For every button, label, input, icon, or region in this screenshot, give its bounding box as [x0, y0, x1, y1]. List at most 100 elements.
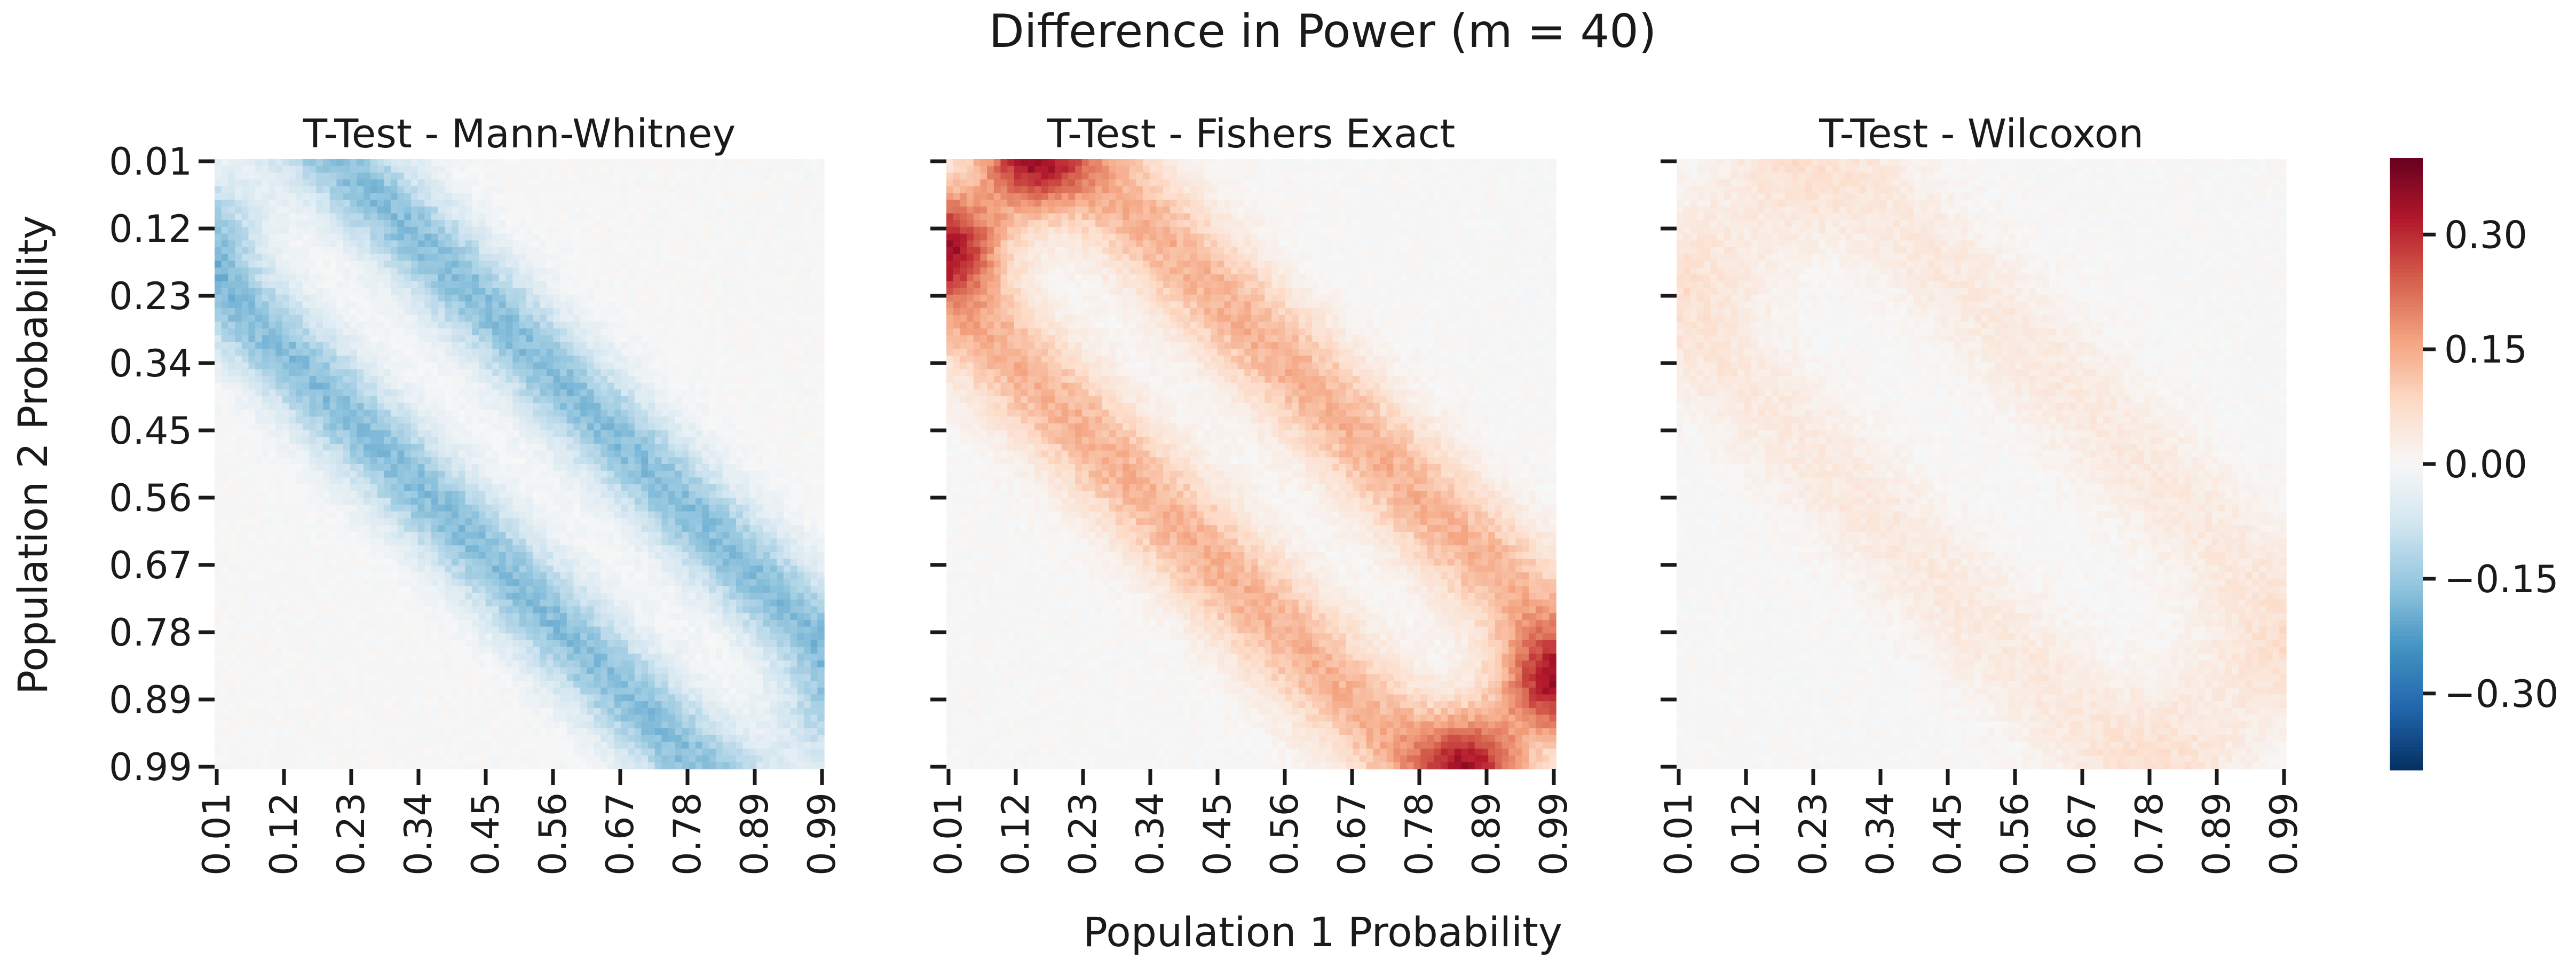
heatmap-cell — [661, 457, 668, 464]
heatmap-cell — [492, 295, 499, 302]
heatmap-cell — [567, 301, 574, 308]
heatmap-cell — [499, 274, 506, 281]
heatmap-cell — [343, 281, 350, 288]
heatmap-cell — [465, 430, 472, 437]
heatmap-cell — [709, 234, 716, 241]
heatmap-cell — [377, 389, 384, 396]
heatmap-cell — [607, 505, 614, 512]
heatmap-cell — [310, 363, 317, 369]
heatmap-cell — [459, 518, 465, 525]
heatmap-cell — [228, 403, 235, 410]
heatmap-cell — [364, 295, 370, 302]
heatmap-cell — [228, 369, 235, 376]
heatmap-cell — [336, 159, 343, 166]
heatmap-cell — [777, 207, 784, 214]
heatmap-cell — [574, 328, 581, 335]
heatmap-cell — [661, 389, 668, 396]
heatmap-cell — [296, 315, 303, 322]
heatmap-cell — [519, 295, 526, 302]
heatmap-cell — [391, 159, 398, 166]
heatmap-cell — [614, 301, 621, 308]
heatmap-cell — [235, 416, 242, 423]
heatmap-cell — [512, 525, 519, 532]
heatmap-cell — [811, 349, 818, 356]
heatmap-cell — [696, 207, 702, 214]
heatmap-cell — [499, 518, 506, 525]
heatmap-cell — [275, 261, 282, 268]
heatmap-cell — [749, 301, 756, 308]
heatmap-cell — [560, 416, 567, 423]
heatmap-cell — [499, 214, 506, 221]
heatmap-cell — [756, 491, 763, 498]
heatmap-cell — [641, 437, 648, 444]
heatmap-cell — [512, 403, 519, 410]
heatmap-cell — [594, 207, 601, 214]
heatmap-cell — [621, 363, 628, 369]
heatmap-cell — [235, 430, 242, 437]
heatmap-cell — [398, 383, 405, 390]
heatmap-cell — [472, 389, 479, 396]
heatmap-cell — [411, 423, 418, 430]
heatmap-cell — [696, 254, 702, 261]
heatmap-cell — [316, 403, 323, 410]
heatmap-cell — [661, 240, 668, 247]
heatmap-cell — [479, 254, 486, 261]
heatmap-cell — [269, 389, 276, 396]
heatmap-cell — [384, 457, 391, 464]
heatmap-cell — [621, 525, 628, 532]
heatmap-cell — [384, 322, 391, 329]
heatmap-cell — [560, 207, 567, 214]
heatmap-cell — [574, 322, 581, 329]
heatmap-cell — [635, 240, 642, 247]
heatmap-cell — [560, 335, 567, 342]
heatmap-cell — [817, 464, 824, 471]
heatmap-cell — [668, 247, 675, 254]
heatmap-cell — [770, 464, 777, 471]
heatmap-cell — [235, 315, 242, 322]
heatmap-cell — [398, 220, 405, 227]
heatmap-cell — [398, 356, 405, 363]
heatmap-cell — [512, 179, 519, 186]
heatmap-cell — [519, 410, 526, 416]
heatmap-cell — [499, 416, 506, 423]
heatmap-cell — [628, 451, 635, 458]
heatmap-cell — [682, 403, 689, 410]
heatmap-cell — [567, 240, 574, 247]
heatmap-cell — [682, 423, 689, 430]
heatmap-cell — [743, 451, 750, 458]
heatmap-cell — [547, 308, 554, 315]
heatmap-cell — [452, 383, 459, 390]
heatmap-cell — [445, 512, 452, 518]
heatmap-cell — [675, 193, 682, 200]
heatmap-cell — [398, 416, 405, 423]
heatmap-cell — [729, 315, 736, 322]
heatmap-cell — [682, 477, 689, 484]
heatmap-cell — [560, 281, 567, 288]
heatmap-cell — [709, 342, 716, 349]
heatmap-cell — [784, 200, 791, 207]
heatmap-cell — [567, 172, 574, 179]
heatmap-cell — [682, 464, 689, 471]
heatmap-cell — [282, 356, 289, 363]
heatmap-cell — [682, 172, 689, 179]
heatmap-cell — [323, 186, 330, 193]
heatmap-cell — [641, 322, 648, 329]
heatmap-cell — [438, 268, 445, 274]
heatmap-cell — [404, 349, 411, 356]
heatmap-cell — [600, 207, 607, 214]
heatmap-cell — [512, 512, 519, 518]
heatmap-cell — [296, 328, 303, 335]
heatmap-cell — [641, 254, 648, 261]
heatmap-cell — [398, 389, 405, 396]
heatmap-cell — [621, 491, 628, 498]
heatmap-cell — [492, 342, 499, 349]
heatmap-cell — [614, 484, 621, 491]
heatmap-cell — [587, 403, 594, 410]
heatmap-cell — [269, 512, 276, 518]
heatmap-cell — [526, 423, 533, 430]
heatmap-cell — [411, 328, 418, 335]
heatmap-cell — [655, 376, 662, 383]
heatmap-cell — [526, 227, 533, 234]
heatmap-cell — [709, 268, 716, 274]
heatmap-cell — [696, 193, 702, 200]
